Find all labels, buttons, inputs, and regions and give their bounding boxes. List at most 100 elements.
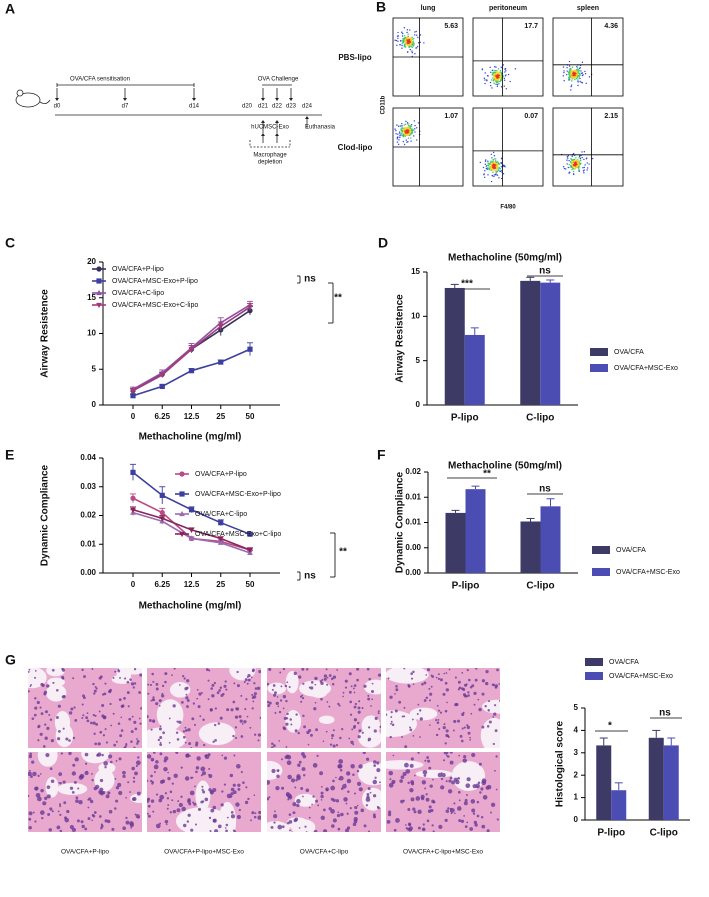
flow-event <box>409 37 412 39</box>
marker <box>159 492 165 498</box>
nucleus <box>469 827 473 831</box>
nucleus <box>268 796 271 799</box>
flow-event <box>567 71 570 73</box>
flow-event <box>498 169 500 172</box>
nucleus <box>353 718 358 722</box>
flow-event <box>412 40 414 42</box>
nucleus <box>71 771 77 776</box>
nucleus <box>399 779 403 783</box>
flow-event <box>497 79 499 82</box>
nucleus <box>444 709 448 713</box>
nucleus <box>356 668 360 671</box>
column-label: lung <box>421 5 436 12</box>
nucleus <box>173 773 178 779</box>
flow-event <box>404 46 407 48</box>
flow-event <box>584 164 586 166</box>
y-axis-label: Airway Resistence <box>40 289 51 378</box>
nucleus <box>417 752 420 754</box>
nucleus <box>389 695 393 699</box>
nucleus <box>447 789 453 794</box>
y-axis-label: Airway Resistence <box>395 294 406 383</box>
nucleus <box>473 691 477 695</box>
nucleus <box>478 707 482 712</box>
nucleus <box>147 798 150 803</box>
legend-label: OVA/CFA+MSC-Exo+C-lipo <box>112 302 198 309</box>
nucleus <box>307 743 310 746</box>
nucleus <box>415 796 421 801</box>
nucleus <box>121 704 125 708</box>
nucleus <box>349 700 353 704</box>
nucleus <box>395 688 399 692</box>
flow-plot <box>472 17 544 97</box>
nucleus <box>305 668 309 671</box>
flow-event <box>404 130 406 132</box>
nucleus <box>115 740 118 743</box>
nucleus <box>225 829 228 832</box>
flow-event <box>494 167 497 169</box>
nucleus <box>440 777 444 781</box>
flow-event <box>488 162 490 165</box>
nucleus <box>133 682 137 685</box>
nucleus <box>312 795 315 798</box>
flow-event <box>585 82 587 85</box>
nucleus <box>130 682 135 686</box>
nucleus <box>356 804 359 807</box>
nucleus <box>159 780 164 784</box>
nucleus <box>419 717 423 721</box>
nucleus <box>421 780 427 785</box>
histology-image <box>267 752 381 832</box>
nucleus <box>239 719 243 723</box>
flow-event <box>490 169 492 171</box>
nucleus <box>292 802 297 807</box>
gate-percentage: 4.36 <box>604 23 618 30</box>
flow-event <box>504 71 506 73</box>
flow-event <box>405 134 408 136</box>
nucleus <box>152 680 155 683</box>
nucleus <box>133 668 137 671</box>
flow-event <box>496 70 498 72</box>
nucleus <box>477 781 481 784</box>
nucleus <box>117 722 121 725</box>
flow-event <box>574 76 576 78</box>
nucleus <box>31 760 35 764</box>
nucleus <box>338 775 344 781</box>
nucleus <box>114 670 117 673</box>
arrow-head <box>261 133 265 136</box>
nucleus <box>275 785 280 791</box>
nucleus <box>353 792 357 795</box>
legend-label: OVA/CFA+MSC-Exo+C-lipo <box>195 531 281 538</box>
nucleus <box>246 715 249 718</box>
marker <box>130 469 136 475</box>
flow-event <box>566 159 568 161</box>
flow-event <box>484 82 486 85</box>
nucleus <box>221 754 224 757</box>
flow-event <box>484 170 486 172</box>
flow-event <box>412 45 415 47</box>
flow-event <box>399 40 402 42</box>
nucleus <box>320 791 324 795</box>
marker <box>179 471 185 477</box>
nucleus <box>273 693 277 697</box>
nucleus <box>374 776 377 779</box>
nucleus <box>42 745 46 748</box>
nucleus <box>289 718 292 721</box>
flow-event <box>404 42 407 44</box>
nucleus <box>277 705 280 708</box>
flow-event <box>490 180 493 183</box>
alveolus <box>285 671 299 694</box>
nucleus <box>102 734 106 737</box>
flow-event <box>493 166 495 169</box>
nucleus <box>305 788 310 793</box>
nucleus <box>443 723 446 726</box>
flow-event <box>583 158 585 161</box>
nucleus <box>288 819 293 824</box>
flow-event <box>396 124 398 126</box>
nucleus <box>182 730 186 733</box>
nucleus <box>419 736 421 738</box>
flow-event <box>398 139 400 141</box>
nucleus <box>136 742 139 745</box>
nucleus <box>139 722 142 725</box>
nucleus <box>28 754 33 759</box>
nucleus <box>125 816 128 820</box>
nucleus <box>159 822 162 825</box>
